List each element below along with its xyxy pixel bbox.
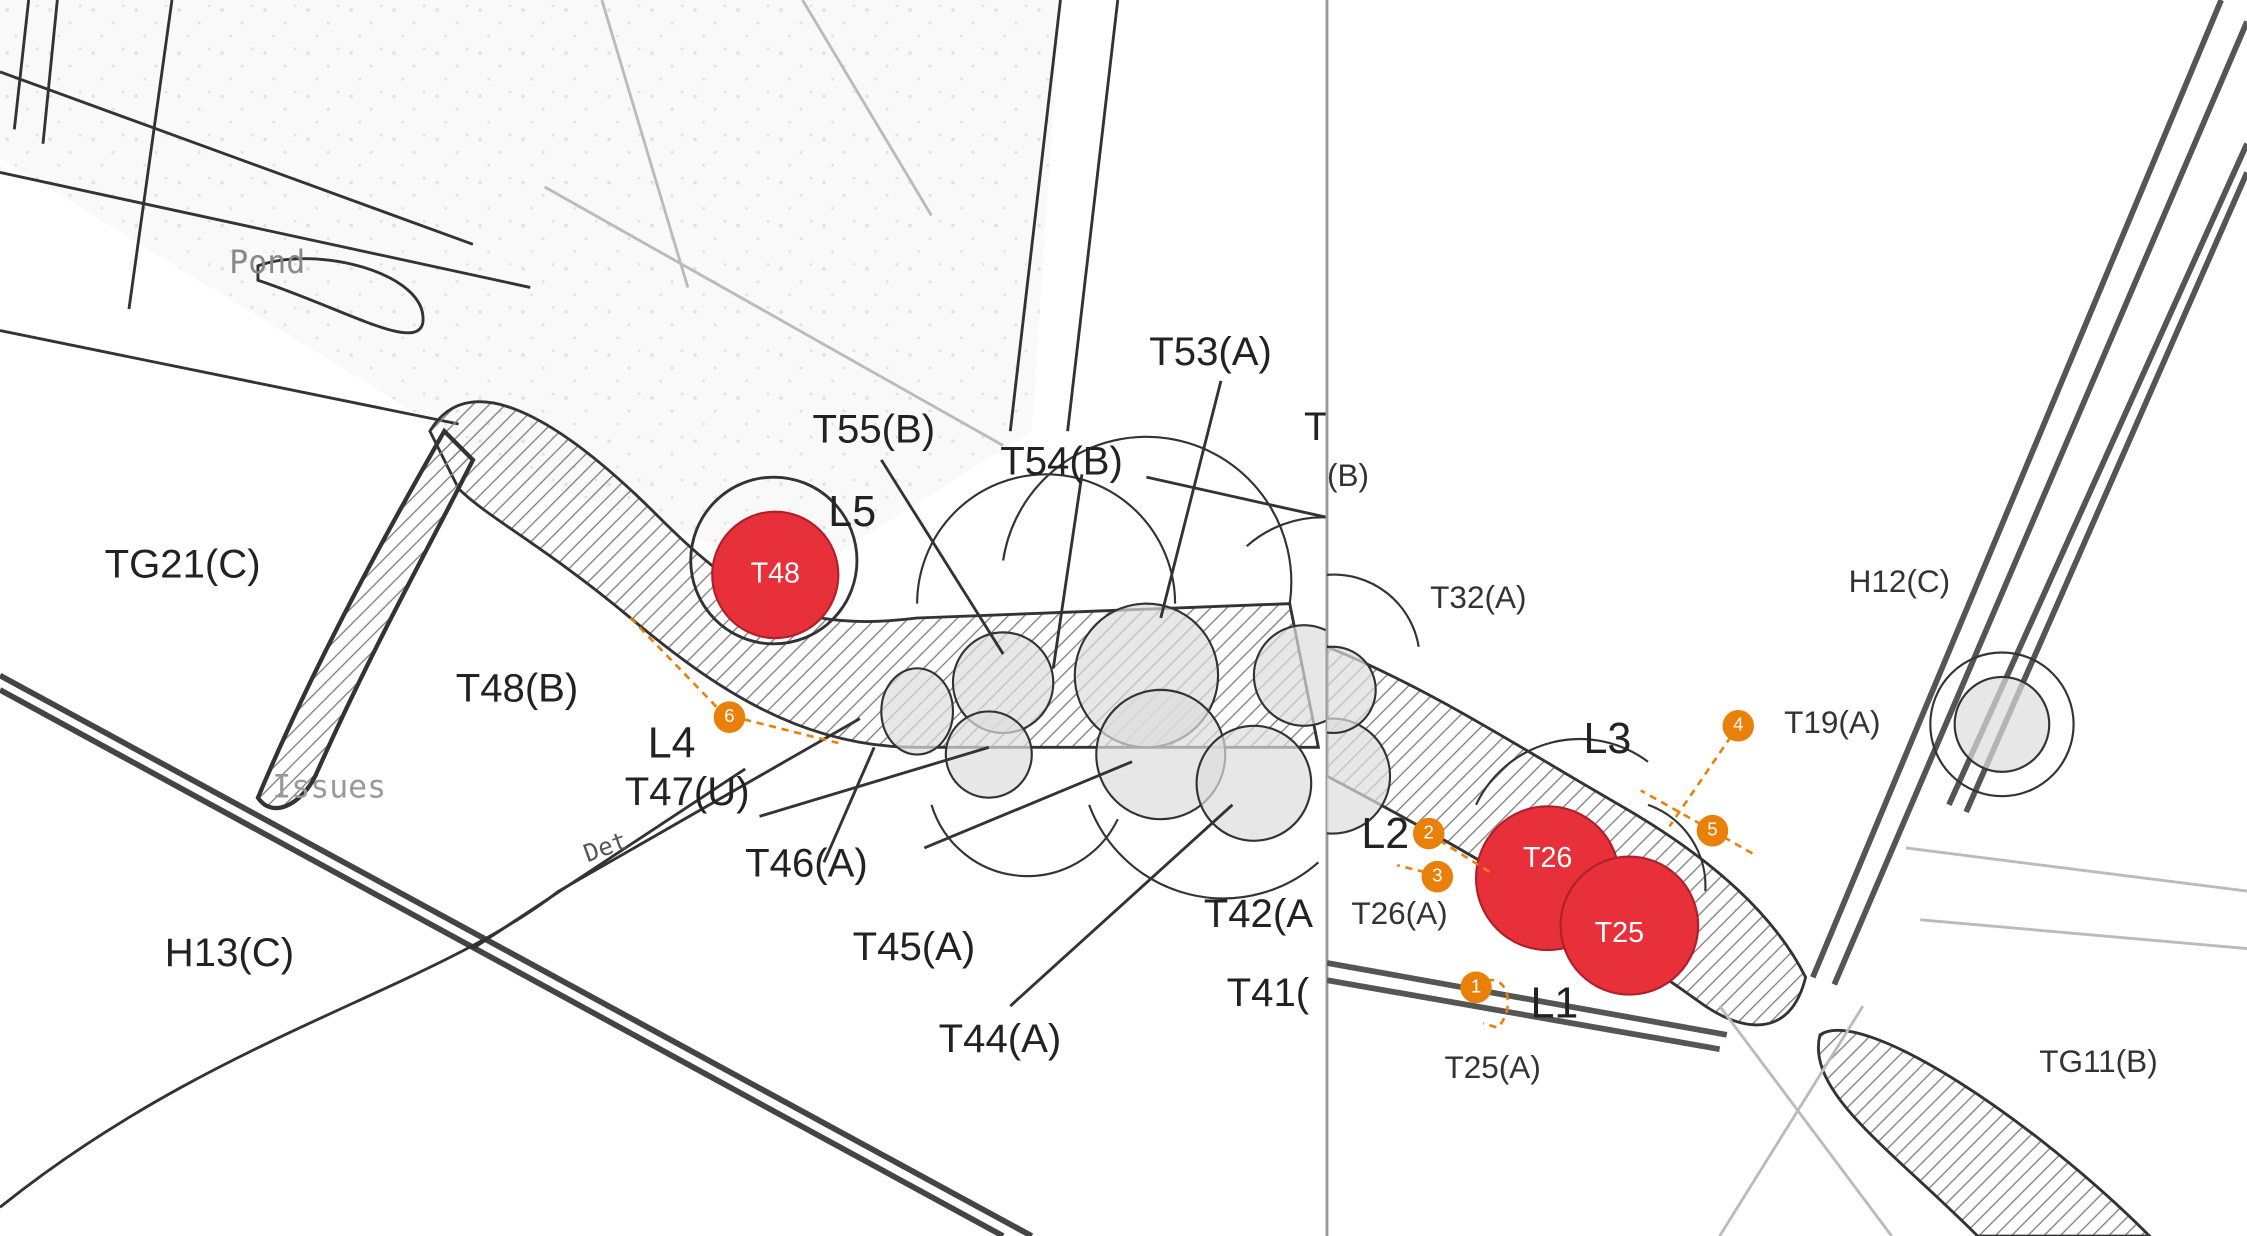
marker-number: 1 <box>1471 975 1481 996</box>
tree-label: T25(A) <box>1444 1049 1540 1085</box>
protected-tree-label: T48 <box>751 557 800 589</box>
annotation: Issues <box>272 770 386 806</box>
marker-number: 5 <box>1707 819 1717 840</box>
marker-number: 4 <box>1733 714 1743 735</box>
tree-label: TG21(C) <box>105 542 261 587</box>
tree-label: (B) <box>1327 457 1369 493</box>
tree-label: T26(A) <box>1351 895 1447 931</box>
marker-number: 3 <box>1432 865 1442 886</box>
left-panel: T48 6 Pond Issues Det TG21(C) T48(B) T47… <box>0 0 1329 1236</box>
tree-label: T55(B) <box>813 407 936 452</box>
tree-label: T48(B) <box>456 665 579 710</box>
location-label: L4 <box>648 719 696 767</box>
tree-label: TG11(B) <box>2039 1043 2157 1079</box>
markers: 1 2 3 4 5 <box>1412 709 1755 1004</box>
tree-label: T19(A) <box>1784 704 1880 740</box>
tree-label: H13(C) <box>165 930 294 975</box>
protected-tree-label: T26 <box>1523 842 1572 874</box>
location-label: L5 <box>828 488 876 536</box>
marker-number: 2 <box>1424 821 1434 842</box>
tree-label: H12(C) <box>1849 563 1951 599</box>
canopies <box>880 435 1327 900</box>
right-panel: T26 T25 1 2 3 4 5 (B) T32(A) H12(C) T19(… <box>1326 0 2247 1236</box>
tree-label: T <box>1304 404 1329 449</box>
annotation: Pond <box>229 245 305 281</box>
marker-number: 6 <box>724 705 734 726</box>
tree-label: T42(A <box>1204 891 1313 936</box>
location-label: L1 <box>1530 979 1578 1027</box>
tree-label: T47(U) <box>625 769 750 814</box>
protected-tree-label: T25 <box>1595 917 1644 949</box>
tree-label: T46(A) <box>745 841 868 886</box>
tree-label: T54(B) <box>1000 438 1123 483</box>
location-label: L3 <box>1584 715 1632 763</box>
tree-label: T45(A) <box>853 924 976 969</box>
tree-label: T41( <box>1227 970 1310 1015</box>
tree-label: T32(A) <box>1430 579 1526 615</box>
tree-label: T53(A) <box>1149 329 1272 374</box>
location-label: L2 <box>1361 810 1409 858</box>
tree-label: T44(A) <box>939 1016 1062 1061</box>
